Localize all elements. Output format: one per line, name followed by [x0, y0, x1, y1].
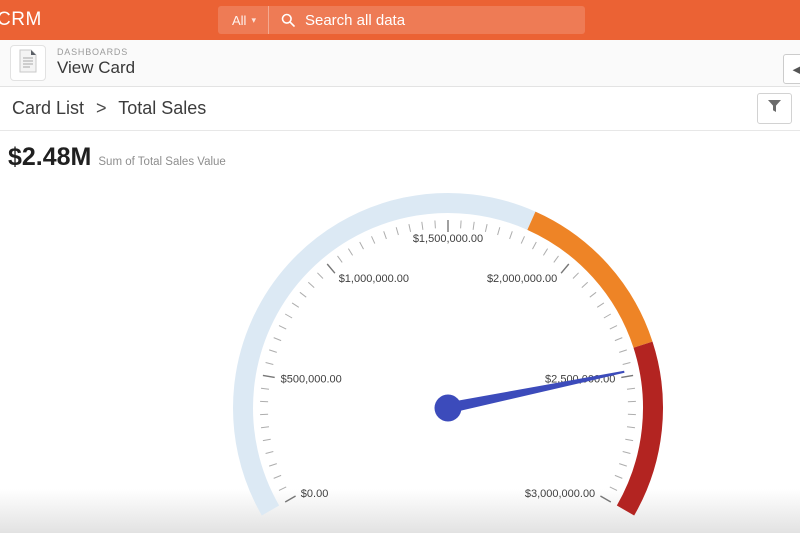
breadcrumb: Card List > Total Sales — [12, 98, 206, 119]
svg-text:$2,000,000.00: $2,000,000.00 — [487, 273, 557, 285]
card-thumbnail — [10, 45, 46, 81]
card-breadcrumb-bar: Card List > Total Sales — [0, 87, 800, 131]
page-subheader: DASHBOARDS View Card ◄ — [0, 40, 800, 87]
brand-logo: CRM — [0, 9, 42, 30]
summary: $2.48M Sum of Total Sales Value — [8, 143, 226, 172]
svg-text:$1,000,000.00: $1,000,000.00 — [339, 273, 409, 285]
global-search-bar[interactable]: All ▾ Search all data — [218, 6, 585, 34]
filter-button[interactable] — [757, 93, 792, 124]
svg-text:$500,000.00: $500,000.00 — [281, 374, 342, 386]
bottom-fade — [0, 489, 800, 533]
page-title: View Card — [57, 58, 136, 77]
breadcrumb-current: Total Sales — [118, 98, 207, 118]
search-scope-dropdown[interactable]: All ▾ — [218, 6, 268, 34]
summary-value: $2.48M — [8, 143, 92, 171]
breadcrumb-eyebrow: DASHBOARDS — [57, 47, 129, 57]
breadcrumb-separator-icon: > — [96, 98, 107, 118]
svg-text:$1,500,000.00: $1,500,000.00 — [413, 233, 483, 245]
svg-text:$0.00: $0.00 — [301, 488, 329, 500]
summary-caption: Sum of Total Sales Value — [98, 156, 226, 168]
filter-funnel-icon — [767, 99, 782, 118]
app-header: CRM All ▾ Search all data — [0, 0, 800, 40]
back-button[interactable]: ◄ — [783, 54, 800, 84]
document-icon — [18, 49, 38, 78]
search-icon — [281, 13, 295, 27]
svg-text:$3,000,000.00: $3,000,000.00 — [525, 488, 595, 500]
chevron-down-icon: ▾ — [251, 14, 256, 25]
search-input[interactable]: Search all data — [304, 11, 406, 29]
breadcrumb-card-list[interactable]: Card List — [12, 98, 85, 118]
search-scope-label: All — [232, 12, 247, 28]
search-divider — [267, 6, 269, 34]
back-arrow-icon: ◄ — [790, 61, 800, 77]
